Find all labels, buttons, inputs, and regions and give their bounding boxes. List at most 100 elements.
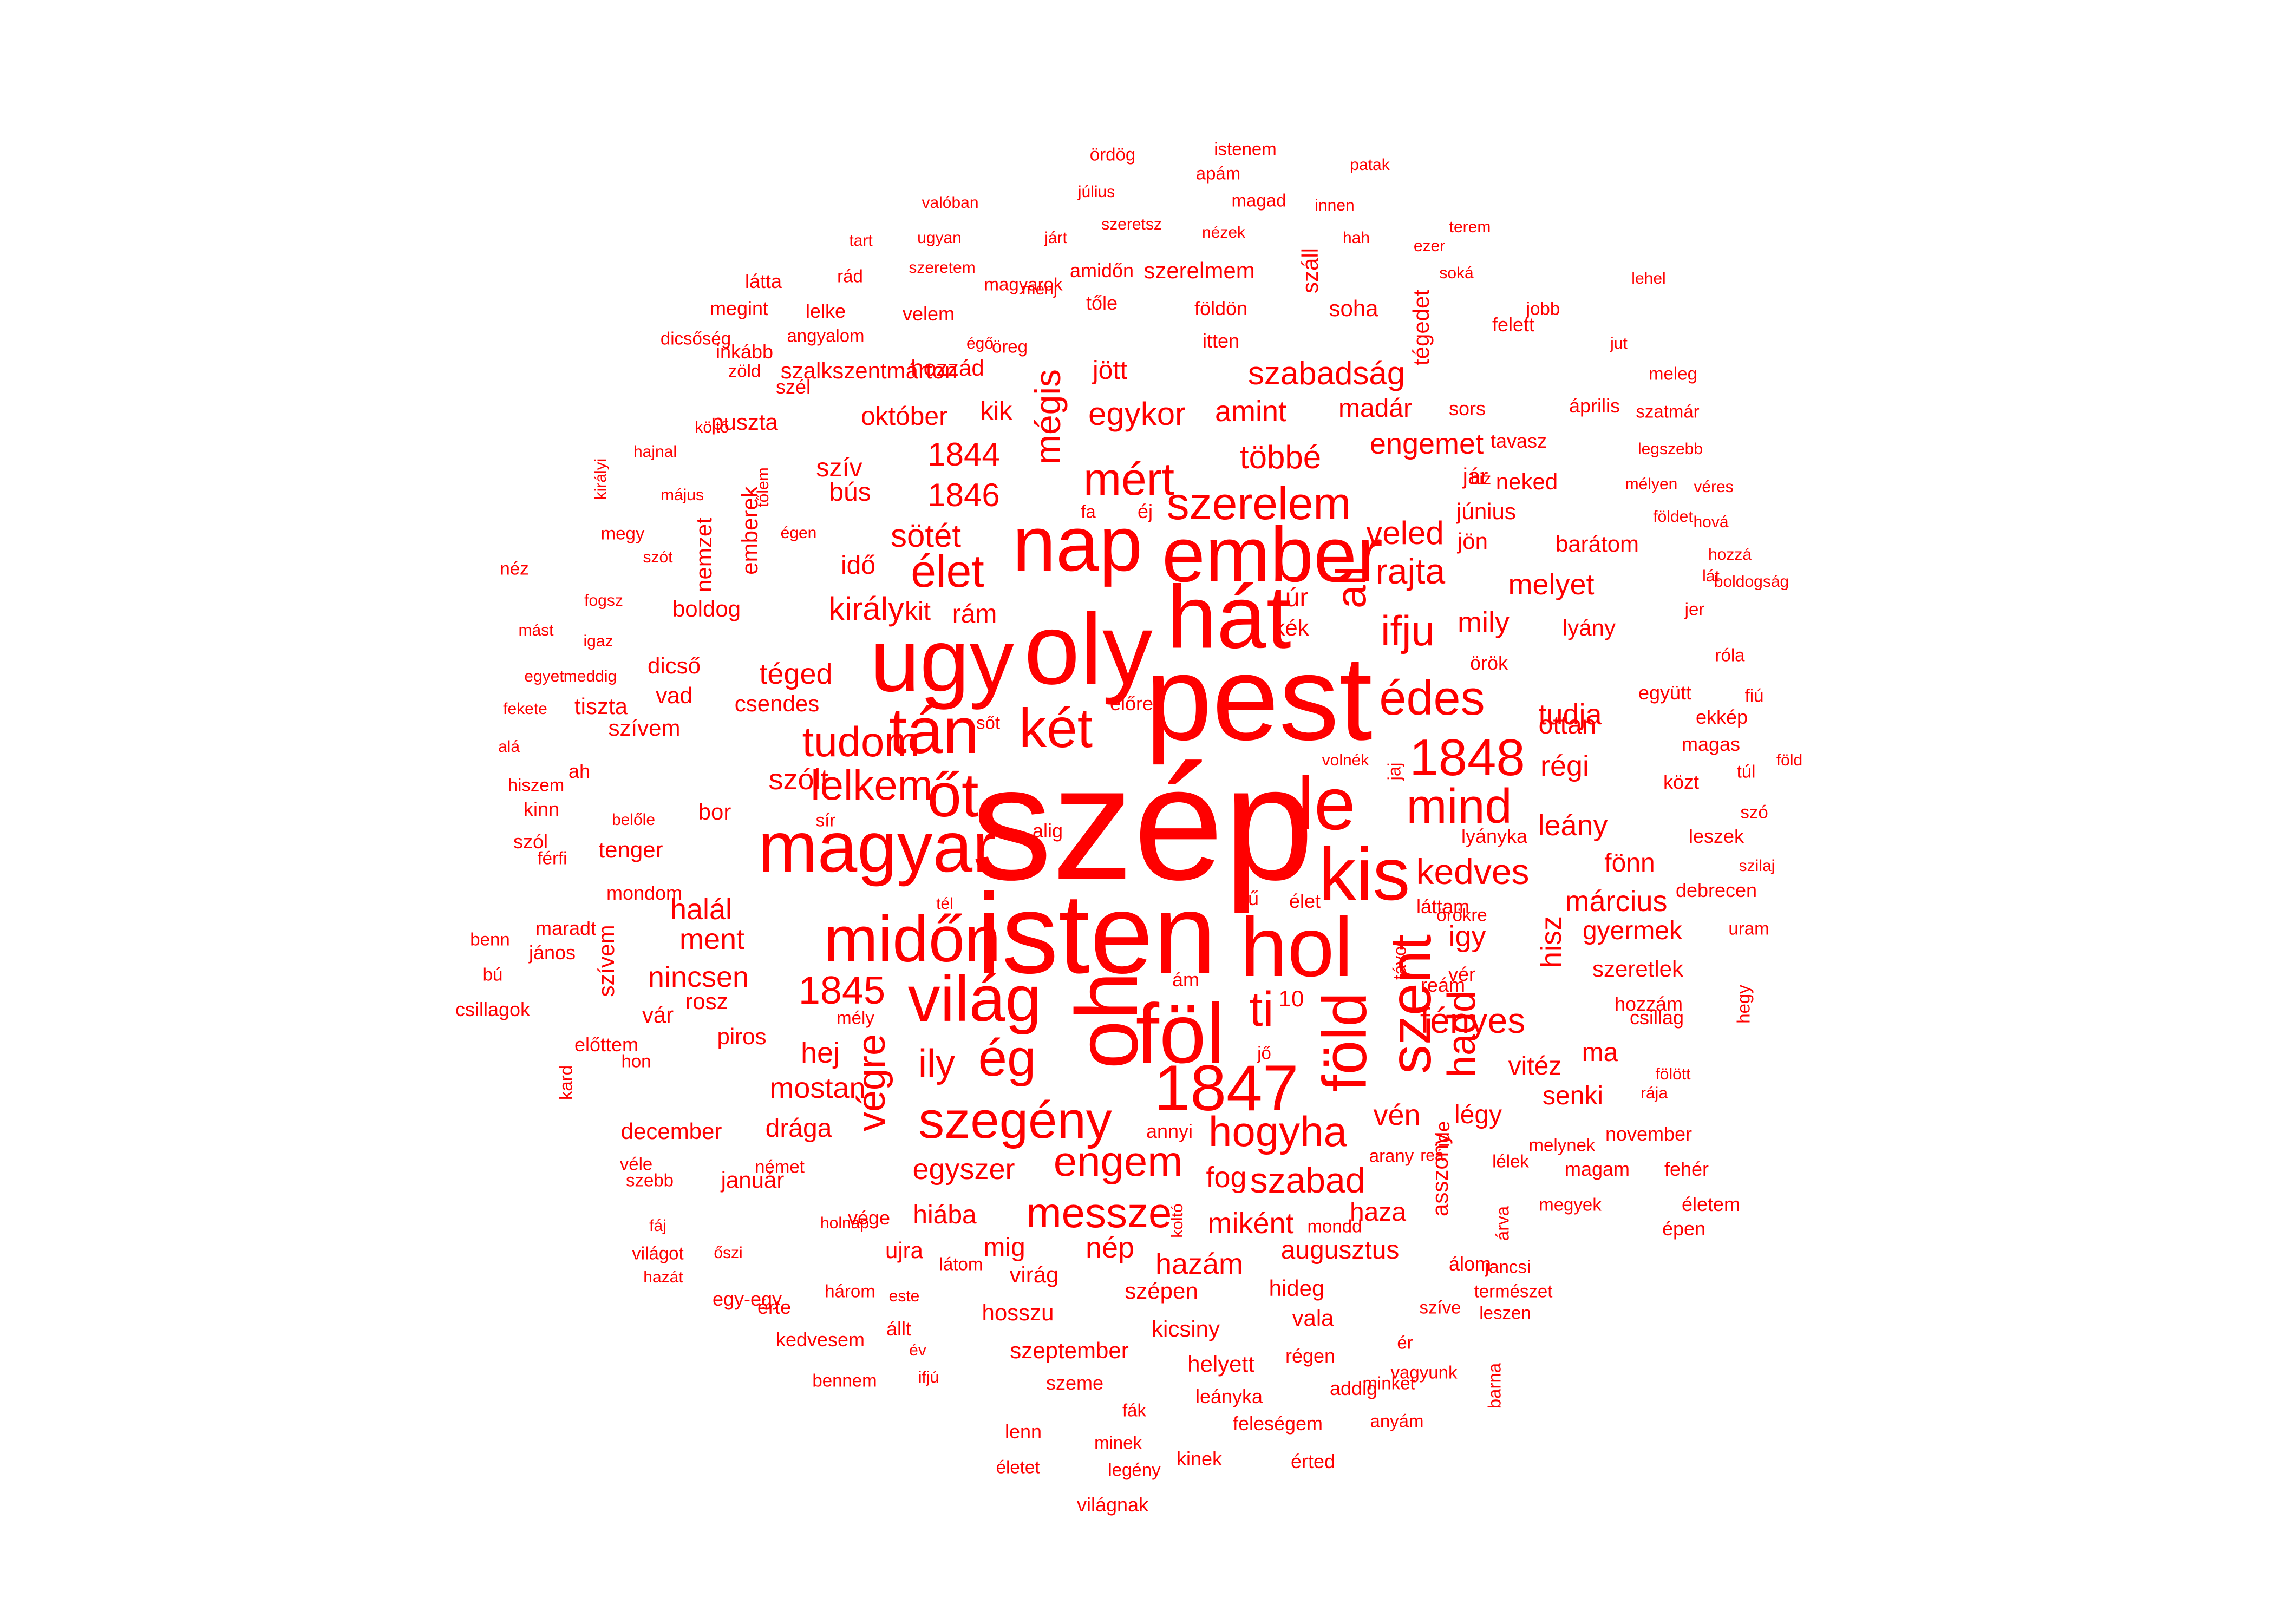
- cloud-word: látta: [744, 270, 782, 292]
- cloud-word: csillagok: [455, 998, 531, 1020]
- cloud-word: kicsiny: [1151, 1316, 1220, 1341]
- cloud-word: vár: [642, 1002, 674, 1027]
- cloud-word: hosszu: [982, 1300, 1054, 1325]
- cloud-word: január: [721, 1167, 785, 1193]
- cloud-word: sors: [1448, 397, 1486, 420]
- cloud-word: valóban: [922, 194, 979, 212]
- cloud-word: kék: [1273, 615, 1309, 640]
- cloud-word: all: [1327, 566, 1375, 609]
- cloud-word: este: [888, 1287, 920, 1305]
- cloud-word: 1847: [1154, 1052, 1299, 1124]
- cloud-word: helyett: [1187, 1351, 1254, 1377]
- cloud-word: kit: [905, 597, 931, 626]
- cloud-word: véle: [619, 1154, 653, 1174]
- cloud-word: jött: [1092, 356, 1128, 385]
- cloud-word: költő: [695, 418, 729, 436]
- cloud-word: rám: [952, 600, 997, 628]
- cloud-word: túl: [1736, 761, 1756, 782]
- cloud-word: mondd: [1307, 1216, 1362, 1236]
- cloud-word: földön: [1194, 297, 1248, 319]
- cloud-word: szépen: [1125, 1278, 1198, 1304]
- cloud-word: jár: [1462, 463, 1488, 489]
- cloud-word: leány: [1538, 809, 1608, 842]
- cloud-word: föld: [1311, 992, 1380, 1092]
- cloud-word: magyarok: [984, 274, 1063, 294]
- cloud-word: magam: [1564, 1158, 1630, 1180]
- cloud-word: szeptember: [1010, 1338, 1129, 1363]
- cloud-word: bú: [482, 964, 503, 985]
- cloud-word: hej: [800, 1037, 840, 1069]
- cloud-word: két: [1018, 697, 1093, 759]
- cloud-word: rád: [837, 266, 863, 286]
- cloud-word: drága: [765, 1114, 832, 1143]
- cloud-word: világnak: [1076, 1494, 1149, 1516]
- cloud-word: hozzád: [911, 355, 984, 381]
- cloud-word: biz: [1470, 470, 1492, 488]
- cloud-word: vén: [1373, 1099, 1421, 1131]
- cloud-word: úr: [1285, 584, 1309, 612]
- cloud-word: ifju: [1381, 607, 1435, 654]
- cloud-word: szíve: [1419, 1297, 1461, 1318]
- cloud-word: világot: [632, 1243, 684, 1263]
- cloud-word: egyet: [524, 667, 564, 685]
- cloud-word: álom: [1448, 1253, 1492, 1275]
- cloud-word: szép: [971, 732, 1314, 914]
- cloud-word: puszta: [711, 409, 778, 435]
- cloud-word: szót: [643, 548, 673, 566]
- cloud-word: tudja: [1538, 698, 1602, 731]
- cloud-word: vitéz: [1508, 1052, 1562, 1081]
- cloud-word: július: [1077, 183, 1115, 201]
- cloud-word: mért: [1083, 454, 1174, 505]
- cloud-word: vagyunk: [1390, 1362, 1458, 1383]
- cloud-word: ide: [1432, 1121, 1454, 1148]
- cloud-word: jer: [1684, 599, 1705, 619]
- cloud-word: hozzám: [1614, 993, 1683, 1015]
- cloud-word: magyar: [757, 807, 997, 887]
- cloud-word: fa: [1081, 501, 1096, 522]
- cloud-word: távol: [1389, 942, 1410, 980]
- cloud-word: nincsen: [648, 961, 749, 993]
- cloud-word: piros: [717, 1024, 767, 1049]
- cloud-word: lyányka: [1461, 825, 1528, 847]
- cloud-word: jancsi: [1485, 1256, 1531, 1277]
- cloud-word: fák: [1122, 1400, 1147, 1420]
- cloud-word: szólt: [768, 763, 829, 796]
- cloud-word: hol: [1240, 900, 1354, 994]
- cloud-word: arany: [1369, 1145, 1414, 1166]
- cloud-word: szerelem: [1166, 478, 1351, 529]
- cloud-word: hegy: [1733, 985, 1754, 1024]
- cloud-word: magas: [1681, 733, 1741, 755]
- cloud-word: itten: [1202, 330, 1240, 352]
- cloud-word: igy: [1448, 920, 1486, 953]
- cloud-word: szó: [1740, 802, 1768, 822]
- cloud-word: állt: [886, 1318, 912, 1340]
- cloud-word: 1848: [1409, 729, 1525, 787]
- cloud-word: oly: [1024, 593, 1153, 705]
- cloud-word: mégis: [1028, 369, 1068, 465]
- cloud-word: ezer: [1413, 237, 1446, 255]
- cloud-word: föld: [1776, 751, 1803, 769]
- cloud-word: vad: [656, 683, 692, 708]
- cloud-word: tégedet: [1408, 289, 1434, 366]
- cloud-word: holnap: [820, 1214, 870, 1232]
- cloud-word: világ: [907, 962, 1042, 1035]
- cloud-word: amidőn: [1069, 259, 1134, 281]
- cloud-word: róla: [1715, 645, 1745, 665]
- cloud-word: hiszem: [507, 775, 565, 795]
- cloud-word: életem: [1681, 1193, 1741, 1215]
- cloud-word: fényes: [1420, 1000, 1526, 1040]
- cloud-word: madár: [1338, 394, 1413, 423]
- cloud-word: kis: [1318, 833, 1410, 916]
- cloud-word: minek: [1094, 1432, 1142, 1453]
- cloud-word: ördög: [1089, 144, 1136, 165]
- cloud-word: június: [1456, 499, 1516, 524]
- cloud-word: előttem: [574, 1033, 639, 1056]
- cloud-word: magad: [1231, 190, 1286, 211]
- cloud-word: barna: [1484, 1363, 1505, 1409]
- cloud-word: meddig: [563, 667, 617, 685]
- cloud-word: téged: [759, 658, 833, 690]
- cloud-word: lelke: [805, 300, 846, 322]
- cloud-word: soha: [1329, 296, 1378, 321]
- cloud-word: kinn: [523, 798, 560, 820]
- cloud-word: ember: [1161, 511, 1383, 598]
